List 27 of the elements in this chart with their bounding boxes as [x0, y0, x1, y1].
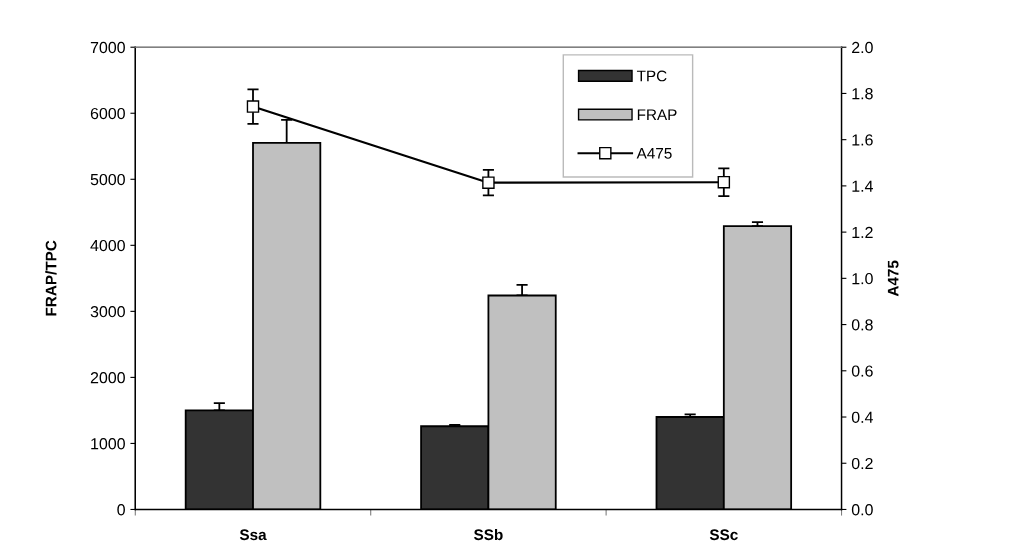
y-tick-label: 7000: [90, 41, 125, 54]
y-tick-label: 2000: [90, 372, 125, 384]
legend-label: TPC: [636, 70, 667, 82]
x-tick-label: SSc: [709, 529, 738, 541]
y2-tick-label: 1.6: [852, 134, 873, 146]
y2-tick-label: 1.4: [852, 180, 873, 192]
y-tick-label: 6000: [90, 107, 125, 120]
y2-tick-label: 0.6: [851, 365, 873, 377]
y2-axis-title: A475: [887, 260, 899, 297]
y2-tick-label: 2.0: [852, 41, 873, 54]
y-tick-label: 1000: [91, 438, 125, 450]
y2-tick-label: 1.8: [852, 88, 873, 100]
y-axis-title: FRAP/TPC: [45, 240, 57, 316]
y-tick-label: 4000: [90, 239, 125, 252]
y-tick-label: 5000: [90, 173, 125, 186]
x-tick-label: SSb: [474, 528, 503, 541]
y2-tick-label: 1.0: [852, 272, 873, 285]
x-tick-label: Ssa: [239, 529, 267, 541]
y-tick-label: 0: [117, 504, 125, 516]
y-tick-label: 3000: [90, 306, 125, 318]
y2-tick-label: 0.0: [851, 504, 873, 516]
y2-tick-label: 0.2: [851, 457, 873, 470]
legend-label: A475: [636, 148, 672, 159]
legend-label: FRAP: [637, 109, 677, 120]
y2-tick-label: 0.4: [851, 411, 873, 423]
y2-tick-label: 1.2: [852, 226, 873, 238]
y2-tick-label: 0.8: [851, 319, 873, 331]
